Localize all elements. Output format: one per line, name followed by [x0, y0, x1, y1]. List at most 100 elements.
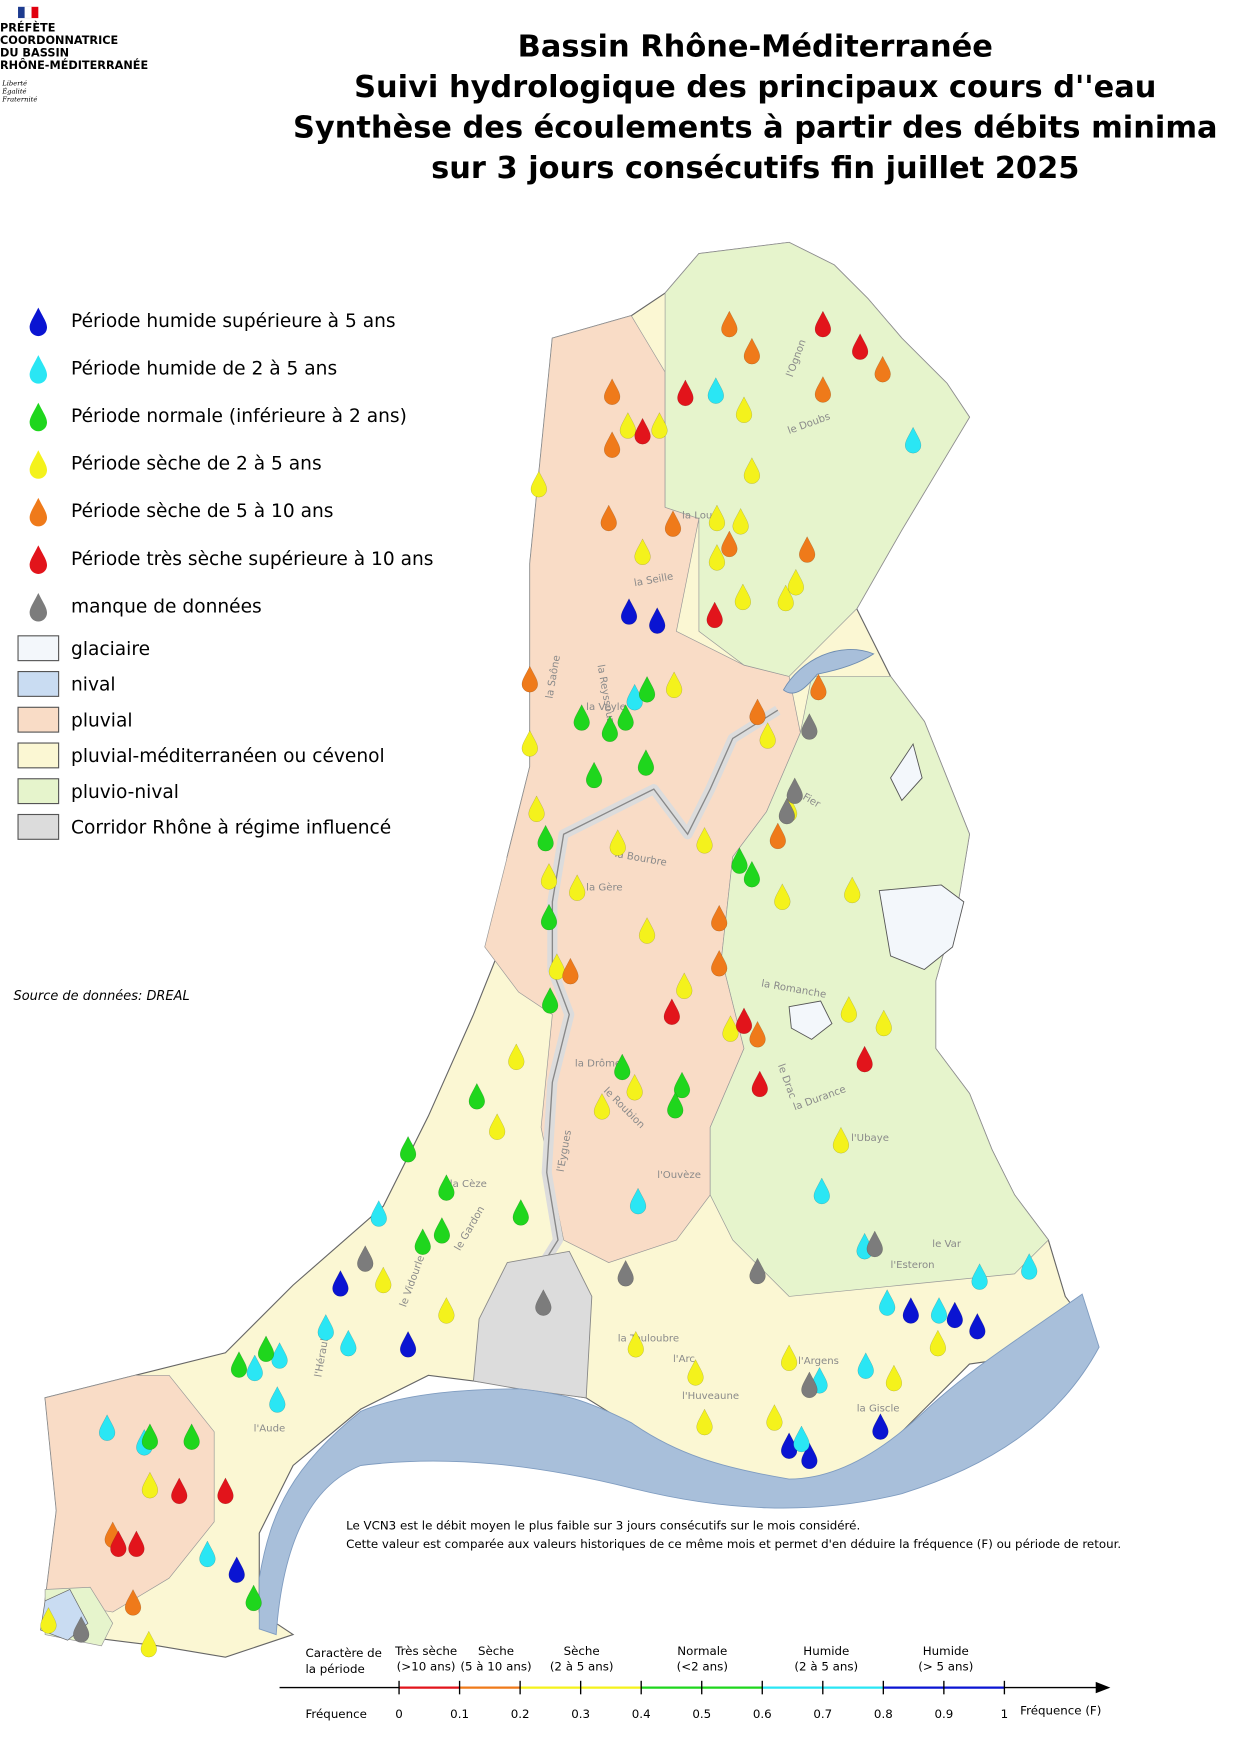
- station-drop: [708, 544, 726, 571]
- title-line: Suivi hydrologique des principaux cours …: [354, 70, 1156, 105]
- legend-swatch: [17, 742, 60, 769]
- station-drop: [857, 1352, 874, 1379]
- scale-axis-end: Fréquence (F): [1020, 1704, 1101, 1718]
- station-drop: [649, 607, 666, 634]
- station-drop: [651, 412, 668, 439]
- legend-label: Période sèche de 2 à 5 ans: [71, 454, 322, 475]
- station-drop: [872, 1413, 889, 1440]
- station-drop: [801, 1371, 818, 1399]
- station-drop: [801, 1442, 818, 1470]
- station-drop: [548, 953, 565, 980]
- station-drop: [399, 1330, 417, 1358]
- station-drop: [735, 396, 753, 423]
- station-drop: [414, 1228, 431, 1255]
- logo-text: RHÔNE-MÉDITERRANÉE: [0, 59, 148, 72]
- station-drop: [866, 1230, 883, 1258]
- station-drop: [614, 1053, 631, 1081]
- flag-red: [31, 6, 39, 19]
- station-drop: [245, 1584, 262, 1612]
- station-drop: [573, 704, 590, 731]
- station-drop: [535, 1289, 552, 1316]
- station-drop: [786, 777, 803, 804]
- station-drop: [875, 1009, 892, 1037]
- station-drop: [140, 1630, 157, 1658]
- region-glacier: [890, 742, 923, 802]
- station-drop: [617, 1259, 634, 1287]
- legend-swatch: [17, 706, 60, 733]
- station-drop: [593, 1092, 611, 1120]
- station-drop: [946, 1301, 963, 1329]
- station-drop: [696, 1408, 713, 1436]
- legend-drop: [29, 307, 48, 337]
- station-drop: [814, 376, 832, 403]
- river-label: la Veyle: [586, 702, 626, 713]
- station-drop: [512, 1198, 529, 1226]
- scale-class: Sèche: [478, 1644, 514, 1658]
- sea: [258, 1293, 1100, 1636]
- river-label: la Loue: [682, 511, 719, 522]
- station-drop: [110, 1530, 127, 1557]
- rhone-corridor-edge: [529, 709, 779, 1286]
- station-drop: [399, 1135, 417, 1163]
- station-drop: [528, 795, 545, 822]
- legend-swatch: [17, 670, 60, 697]
- station-drop: [885, 1364, 903, 1392]
- region-pluvial: [44, 1374, 215, 1613]
- title-line: sur 3 jours consécutifs fin juillet 2025: [431, 151, 1079, 186]
- station-drop: [673, 1071, 691, 1099]
- station-drop: [856, 1045, 873, 1073]
- scale-tick-label: 0.4: [632, 1707, 651, 1721]
- station-drop: [832, 1126, 850, 1154]
- station-drop: [128, 1530, 145, 1557]
- station-drop: [468, 1082, 485, 1110]
- station-drop: [489, 1113, 506, 1140]
- legend-label: Période humide de 2 à 5 ans: [71, 359, 337, 380]
- station-drop: [743, 860, 761, 888]
- station-drop: [269, 1386, 286, 1413]
- station-drop: [603, 378, 621, 405]
- station-drop: [183, 1423, 200, 1450]
- legend-drop: [29, 450, 48, 479]
- station-drop: [634, 417, 651, 445]
- river-label: la Touloubre: [618, 1334, 679, 1345]
- station-drop: [732, 507, 749, 535]
- station-drop: [530, 470, 547, 498]
- scale-tick-label: 0.2: [511, 1707, 530, 1721]
- station-drop: [521, 730, 538, 757]
- station-drop: [708, 504, 726, 532]
- station-drop: [40, 1607, 57, 1634]
- station-drop: [743, 457, 761, 484]
- river-label: l'Aude: [254, 1424, 286, 1435]
- motto-text: Liberté: [1, 80, 27, 88]
- station-drop: [793, 1425, 810, 1453]
- station-drop: [844, 876, 861, 904]
- station-drop: [721, 530, 738, 558]
- station-drop: [879, 1289, 896, 1316]
- station-drop: [199, 1540, 216, 1568]
- station-drop: [902, 1297, 919, 1324]
- legend-label: Période normale (inférieure à 2 ans): [71, 406, 407, 427]
- station-drop: [663, 998, 680, 1025]
- river-label: la Cèze: [450, 1178, 487, 1190]
- river-label: la Drôme: [575, 1057, 621, 1069]
- legend-label: pluvial: [71, 710, 132, 731]
- river-label: l'Esteron: [891, 1260, 935, 1271]
- station-drop: [769, 822, 786, 850]
- station-drop: [433, 1216, 451, 1244]
- station-drop: [774, 883, 791, 910]
- station-drop: [609, 829, 626, 856]
- station-drop: [930, 1297, 948, 1324]
- station-drop: [851, 333, 869, 360]
- title-line: Bassin Rhône-Méditerranée: [518, 29, 993, 64]
- scale-class: (>10 ans): [397, 1660, 456, 1674]
- station-drop: [521, 665, 538, 693]
- station-drop: [627, 1330, 644, 1358]
- station-drop: [780, 1344, 798, 1371]
- station-drop: [357, 1245, 374, 1272]
- scale-class: (5 à 10 ans): [460, 1660, 531, 1674]
- station-drop: [735, 1007, 753, 1034]
- station-drop: [677, 379, 694, 407]
- station-drop: [98, 1414, 116, 1441]
- station-drop: [638, 917, 656, 944]
- scale-axis-label: Fréquence: [305, 1707, 366, 1721]
